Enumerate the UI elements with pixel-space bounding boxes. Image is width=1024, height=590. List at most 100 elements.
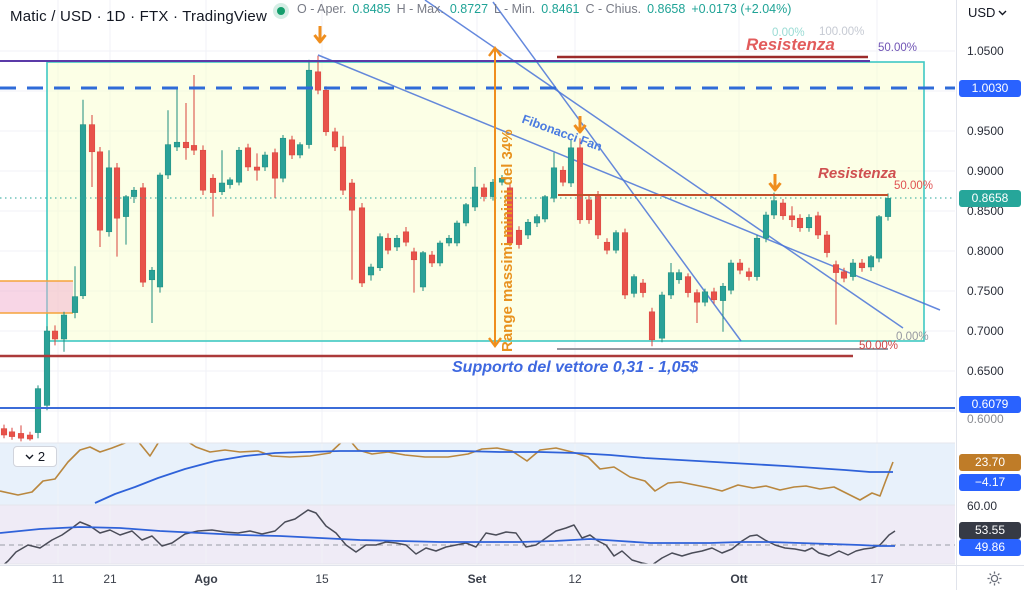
candle-body xyxy=(796,217,804,229)
time-tick-label: 12 xyxy=(568,572,582,586)
candle-body xyxy=(667,272,675,296)
candle-body xyxy=(727,262,735,291)
fibonacci-fan-line[interactable] xyxy=(492,1,742,342)
resistance-label-mid[interactable]: Resistenza xyxy=(818,165,897,182)
time-tick-label: 11 xyxy=(51,572,65,586)
candle-body xyxy=(814,215,822,236)
price-axis[interactable]: 1.0500 0.9500 0.9000 0.8500 0.8000 0.7500 0.70… xyxy=(956,0,1024,565)
arrow-down-icon xyxy=(488,337,502,348)
candle-body xyxy=(226,179,234,185)
candle-body xyxy=(113,167,121,219)
candle-body xyxy=(410,251,418,261)
ohlc-row: O - Aper. 0.8485 H - Max. 0.8727 L - Min… xyxy=(297,2,791,16)
candle-body xyxy=(594,194,602,236)
candle-body xyxy=(209,177,217,193)
fib-50-label-top: 50.00% xyxy=(878,42,918,54)
open-value: 0.8485 xyxy=(352,2,391,16)
rsi-line xyxy=(3,509,896,564)
down-arrow-head xyxy=(768,182,782,192)
candle-body xyxy=(190,145,198,151)
price-tick-label: 0.9500 xyxy=(967,124,1004,138)
candle-body xyxy=(348,182,356,211)
down-arrow-head xyxy=(573,124,587,134)
fib-0-label-bottom: 0.00% xyxy=(896,331,929,343)
candle-body xyxy=(884,198,892,217)
settings-gear-button[interactable] xyxy=(984,568,1004,588)
candle-body xyxy=(164,144,172,176)
candle-body xyxy=(139,187,147,283)
candle-body xyxy=(305,69,313,145)
candle-body xyxy=(156,174,164,288)
support-annotation[interactable]: Supporto del vettore 0,31 - 1,05$ xyxy=(452,359,699,376)
price-tick-label: 0.7500 xyxy=(967,284,1004,298)
highlight-zone-rect[interactable] xyxy=(46,61,925,342)
candle-body xyxy=(173,141,181,148)
candle-body xyxy=(603,241,611,251)
chevron-down-icon xyxy=(998,10,1007,15)
arrow-up-icon xyxy=(488,46,502,57)
gear-icon xyxy=(987,571,1001,585)
range-annotation[interactable]: Range massimi minimi del 34% xyxy=(499,129,516,352)
candle-body xyxy=(550,167,558,199)
candle-body xyxy=(736,262,744,271)
low-label: L - Min. xyxy=(494,2,536,16)
candle-body xyxy=(823,234,831,253)
candle-body xyxy=(867,256,875,268)
close-label: C - Chius. xyxy=(585,2,642,16)
candle-body xyxy=(693,292,701,303)
candle-body xyxy=(701,291,709,303)
candle-body xyxy=(753,237,761,277)
price-tick-label: 0.8500 xyxy=(967,204,1004,218)
candle-body xyxy=(639,282,647,293)
candle-body xyxy=(130,189,138,197)
candle-body xyxy=(436,242,444,264)
candle-body xyxy=(8,431,16,437)
pink-zone-rect[interactable] xyxy=(0,281,73,313)
price-badge: 1.0030 xyxy=(959,80,1021,98)
candle-body xyxy=(26,434,34,440)
price-badge: 0.6079 xyxy=(959,396,1021,414)
candle-body xyxy=(51,330,59,340)
candle-body xyxy=(271,152,279,179)
candle-body xyxy=(719,285,727,301)
resistance-label-top[interactable]: Resistenza xyxy=(746,35,835,54)
fibonacci-fan-line[interactable] xyxy=(424,0,904,329)
time-tick-label: 21 xyxy=(103,572,117,586)
candle-body xyxy=(339,146,347,191)
market-status-icon[interactable] xyxy=(273,3,289,19)
candle-body xyxy=(453,222,461,244)
candle-body xyxy=(402,231,410,243)
candle-body xyxy=(148,269,156,281)
time-tick-label: Ott xyxy=(730,572,748,586)
time-axis[interactable]: 11 21 Ago 15 Set 12 Ott 17 xyxy=(0,565,1024,590)
oscillator-tick-label: 60.00 xyxy=(967,499,998,513)
symbol-title[interactable]: Matic / USD · 1D · FTX · TradingView xyxy=(10,7,267,25)
candle-body xyxy=(322,89,330,133)
time-tick-label: 15 xyxy=(315,572,329,586)
oscillator-slow xyxy=(94,450,893,504)
oscillator-value-badge: 53.55 xyxy=(959,521,1021,539)
collapse-indicators-button[interactable]: 2 xyxy=(13,446,57,467)
price-tick-label: 0.8000 xyxy=(967,244,1004,258)
candle-body xyxy=(480,187,488,197)
candle-body xyxy=(79,124,87,297)
down-arrow-head xyxy=(313,34,327,44)
candle-body xyxy=(288,139,296,156)
candle-body xyxy=(71,296,79,313)
candle-body xyxy=(244,147,252,168)
candle-body xyxy=(779,202,787,217)
candle-body xyxy=(60,314,68,340)
price-tick-label: 0.6500 xyxy=(967,364,1004,378)
candle-body xyxy=(296,144,304,156)
high-value: 0.8727 xyxy=(449,2,489,16)
chevron-down-icon xyxy=(25,454,34,459)
candle-body xyxy=(875,216,883,259)
currency-selector[interactable]: USD xyxy=(968,5,1007,20)
candle-body xyxy=(541,196,549,220)
oscillator-value-badge: 49.86 xyxy=(959,538,1021,556)
candle-body xyxy=(43,330,51,406)
currency-label: USD xyxy=(968,5,996,20)
candle-body xyxy=(331,131,339,148)
